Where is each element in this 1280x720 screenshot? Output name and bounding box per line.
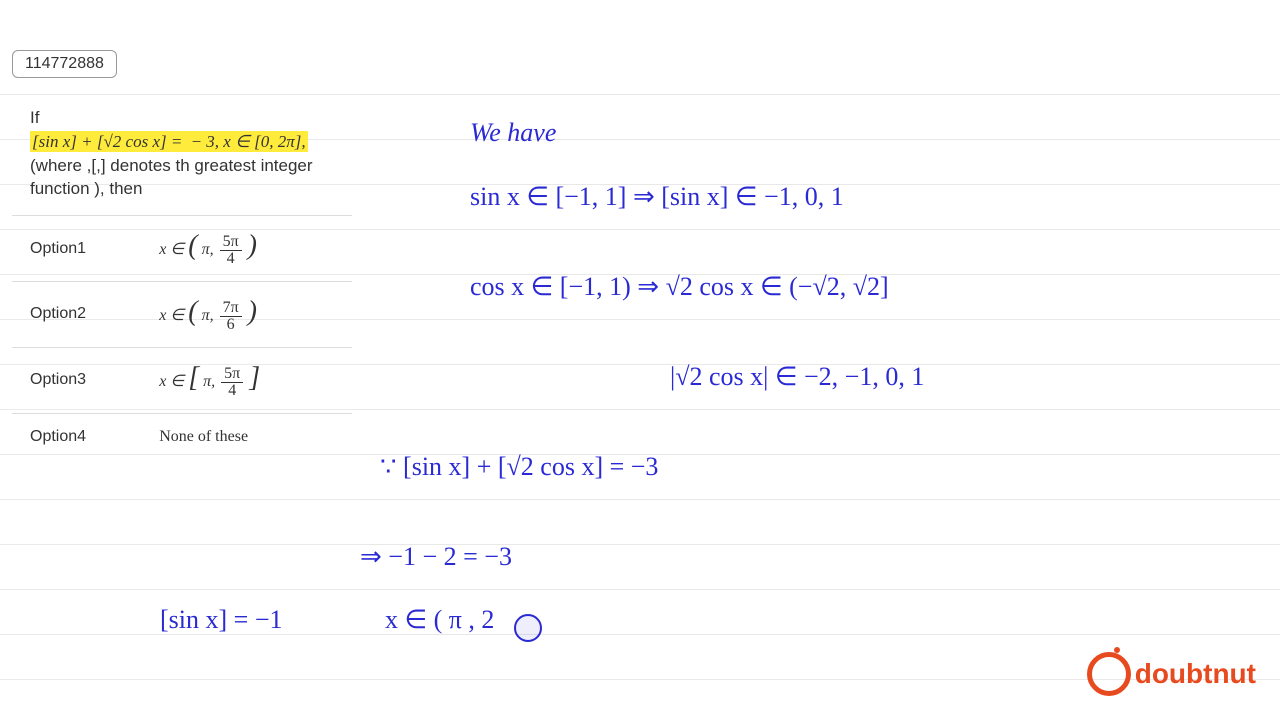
pen-cursor-icon <box>514 614 542 642</box>
opt-num: 5π <box>220 234 242 251</box>
question-panel: If [sin x] + [√2 cos x] = − 3, x ∈ [0, 2… <box>12 100 352 460</box>
hand-line-4: |√2 cos x| ∈ −2, −1, 0, 1 <box>670 362 924 392</box>
opt-close: ) <box>248 296 257 327</box>
opt-a: π <box>202 241 210 258</box>
hand-line-7b: x ∈ ( π , 2 <box>385 605 494 635</box>
option-row-2[interactable]: Option2 x ∈ ( π, 7π 6 ) <box>12 282 352 348</box>
question-note: (where ,[,] denotes th greatest integer … <box>30 156 313 199</box>
option-label: Option1 <box>12 216 141 282</box>
option-value: x ∈ [ π, 5π 4 ] <box>141 347 352 413</box>
question-id-box: 114772888 <box>12 50 117 78</box>
whiteboard: We have sin x ∈ [−1, 1] ⇒ [sin x] ∈ −1, … <box>360 50 1280 720</box>
hand-line-1: We have <box>470 118 556 148</box>
opt-open: ( <box>188 230 197 261</box>
opt-num: 5π <box>221 366 243 383</box>
opt-a: π <box>203 373 211 390</box>
option-label: Option3 <box>12 347 141 413</box>
opt-frac: 7π 6 <box>220 300 242 333</box>
hand-line-3: cos x ∈ [−1, 1) ⇒ √2 cos x ∈ (−√2, √2] <box>470 272 889 302</box>
logo-circle-icon <box>1087 652 1131 696</box>
eq-left: [sin x] + [√2 cos x] = <box>32 132 187 151</box>
opt-a: π <box>202 307 210 324</box>
opt-den: 4 <box>220 251 242 267</box>
opt-open: [ <box>188 362 199 393</box>
logo-text: doubtnut <box>1135 658 1256 690</box>
option-label: Option4 <box>12 413 141 460</box>
eq-right-highlight: − 3, x ∈ [0, 2π], <box>189 131 308 152</box>
opt-den: 6 <box>220 317 242 333</box>
options-table: Option1 x ∈ ( π, 5π 4 ) Option2 x ∈ ( π,… <box>12 215 352 459</box>
hand-line-6: ⇒ −1 − 2 = −3 <box>360 542 512 572</box>
option-value: None of these <box>141 413 352 460</box>
opt-close: ] <box>249 362 260 393</box>
question-id: 114772888 <box>25 55 104 72</box>
eq-right: − 3, x ∈ [0, 2π], <box>191 132 306 151</box>
option-label: Option2 <box>12 282 141 348</box>
hand-line-5: ∵ [sin x] + [√2 cos x] = −3 <box>380 452 658 482</box>
option-value: x ∈ ( π, 5π 4 ) <box>141 216 352 282</box>
hand-line-7a: [sin x] = −1 <box>160 605 282 635</box>
opt-num: 7π <box>220 300 242 317</box>
doubtnut-logo[interactable]: doubtnut <box>1087 652 1256 696</box>
opt-prefix: x ∈ <box>159 307 188 324</box>
opt-frac: 5π 4 <box>221 366 243 399</box>
opt-den: 4 <box>221 383 243 399</box>
equation-highlight: [sin x] + [√2 cos x] = <box>30 131 189 152</box>
opt-prefix: x ∈ <box>159 373 188 390</box>
question-if: If <box>30 108 39 127</box>
option-row-1[interactable]: Option1 x ∈ ( π, 5π 4 ) <box>12 216 352 282</box>
opt-close: ) <box>248 230 257 261</box>
option-value: x ∈ ( π, 7π 6 ) <box>141 282 352 348</box>
opt-frac: 5π 4 <box>220 234 242 267</box>
question-text: If [sin x] + [√2 cos x] = − 3, x ∈ [0, 2… <box>12 100 352 207</box>
opt-prefix: x ∈ <box>159 241 188 258</box>
hand-line-2: sin x ∈ [−1, 1] ⇒ [sin x] ∈ −1, 0, 1 <box>470 182 844 212</box>
option-row-3[interactable]: Option3 x ∈ [ π, 5π 4 ] <box>12 347 352 413</box>
opt-open: ( <box>188 296 197 327</box>
option-row-4[interactable]: Option4 None of these <box>12 413 352 460</box>
